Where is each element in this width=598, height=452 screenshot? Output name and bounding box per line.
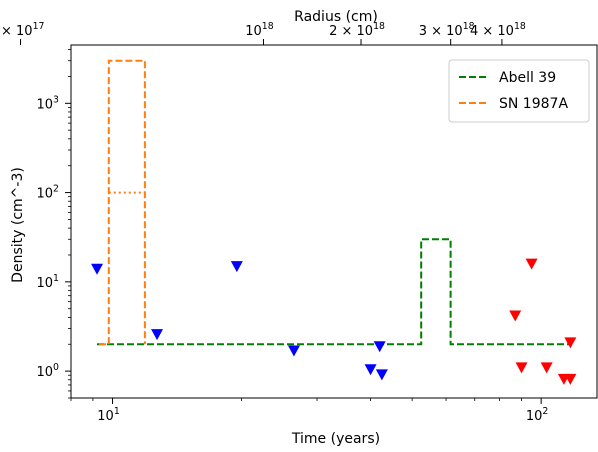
y-axis-label: Density (cm^-3)	[10, 167, 26, 283]
top-tick-label: 4 × 1018	[470, 21, 526, 39]
series-line-1	[99, 59, 146, 346]
top-tick-label: 2 × 1018	[329, 21, 385, 39]
marker-1-6	[564, 337, 577, 349]
marker-1-5	[564, 373, 577, 385]
y-tick-label: 101	[37, 273, 60, 291]
marker-0-4	[364, 364, 377, 376]
legend-label-1: SN 1987A	[499, 96, 568, 112]
marker-0-2	[230, 261, 243, 273]
legend: Abell 39 SN 1987A	[448, 59, 590, 123]
marker-0-3	[287, 345, 300, 357]
y-tick-label: 100	[37, 362, 60, 380]
legend-box	[448, 59, 590, 123]
marker-1-3	[540, 362, 553, 374]
marker-1-2	[525, 258, 538, 270]
y-tick-label: 103	[37, 94, 60, 112]
marker-0-0	[91, 263, 104, 275]
legend-label-0: Abell 39	[499, 70, 556, 86]
marker-0-1	[151, 329, 164, 341]
x-tick-label: 102	[526, 406, 549, 424]
x-tick-label: 101	[97, 406, 120, 424]
y-tick-label: 102	[37, 184, 60, 202]
marker-0-6	[375, 369, 388, 381]
marker-1-0	[509, 310, 522, 322]
axes: 101 102 100 101 102 103 6 × 1017 1018 2 × 1018 3 …	[0, 21, 598, 424]
plot-area	[91, 59, 577, 385]
x-axis-label: Time (years)	[291, 431, 380, 447]
marker-0-5	[373, 341, 386, 353]
top-tick-label: 3 × 1018	[419, 21, 475, 39]
top-tick-label: 1018	[245, 21, 273, 39]
series-line-0	[97, 238, 572, 346]
top-tick-label: 6 × 1017	[0, 21, 45, 39]
plot-contents	[97, 59, 572, 346]
top-axis-label: Radius (cm)	[294, 9, 378, 25]
marker-1-1	[515, 362, 528, 374]
axes-frame	[70, 44, 598, 399]
